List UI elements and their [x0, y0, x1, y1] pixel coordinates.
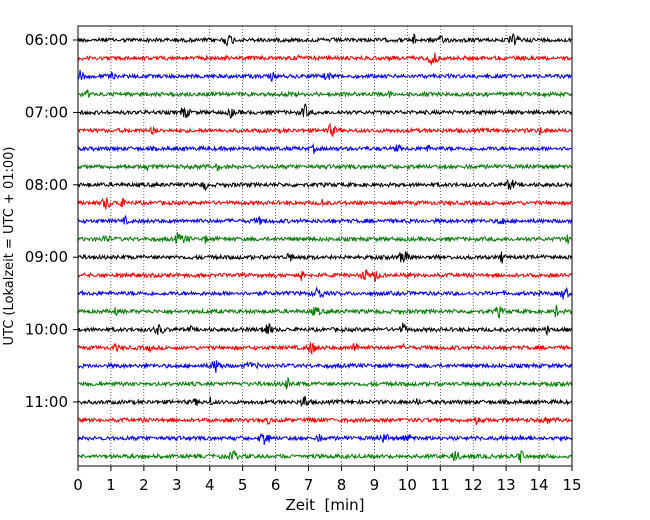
trace-0815	[77, 197, 572, 210]
trace-0945	[77, 305, 572, 318]
y-tick-label: 07:00	[25, 103, 68, 121]
y-tick-label: 06:00	[25, 31, 68, 49]
trace-1115	[77, 416, 572, 426]
x-tick-label: 9	[370, 476, 380, 494]
x-tick-label: 5	[238, 476, 248, 494]
plot-frame	[77, 25, 573, 467]
x-tick-label: 12	[464, 476, 483, 494]
y-tick-label: 08:00	[25, 176, 68, 194]
x-tick-label: 6	[271, 476, 281, 494]
seismogram-traces	[77, 33, 572, 463]
trace-1130	[77, 433, 572, 445]
trace-0730	[77, 142, 572, 154]
x-tick-label: 4	[205, 476, 215, 494]
trace-0845	[77, 232, 572, 244]
x-tick-label: 7	[304, 476, 314, 494]
y-tick-label: 11:00	[25, 393, 68, 411]
trace-1045	[77, 376, 572, 391]
trace-0715	[77, 122, 572, 137]
y-axis-label: UTC (Lokalzeit = UTC + 01:00)	[2, 147, 17, 346]
x-tick-label: 0	[73, 476, 83, 494]
x-tick-label: 8	[337, 476, 347, 494]
trace-1000	[77, 322, 572, 337]
x-tick-label: 2	[139, 476, 149, 494]
x-tick-label: 1	[106, 476, 116, 494]
x-axis-ticks: 0 1 2 3 4 5 6 7 8 9 10 11 12 13 14 15	[73, 466, 582, 494]
trace-0800	[77, 179, 572, 192]
trace-0915	[77, 269, 572, 282]
trace-0615	[77, 52, 572, 66]
trace-1100	[77, 395, 572, 408]
trace-0645	[78, 89, 572, 99]
y-axis-ticks: 06:00 07:00 08:00 09:00 10:00 11:00	[25, 31, 78, 411]
trace-0830	[77, 214, 572, 225]
trace-0600	[77, 33, 572, 47]
x-tick-label: 3	[172, 476, 182, 494]
y-tick-label: 09:00	[25, 248, 68, 266]
trace-1015	[77, 342, 572, 356]
x-tick-label: 10	[398, 476, 417, 494]
x-tick-label: 14	[530, 476, 549, 494]
trace-1030	[77, 360, 572, 373]
trace-0700	[77, 103, 572, 120]
trace-0745	[77, 162, 572, 172]
x-axis-label: Zeit [min]	[285, 496, 364, 514]
x-tick-label: 15	[562, 476, 581, 494]
trace-0930	[77, 286, 572, 300]
x-tick-label: 13	[497, 476, 516, 494]
x-tick-label: 11	[431, 476, 450, 494]
trace-0900	[77, 251, 572, 264]
trace-1145	[77, 449, 572, 463]
y-tick-label: 10:00	[25, 321, 68, 339]
grid-lines	[110, 26, 540, 466]
trace-0630	[77, 69, 572, 83]
